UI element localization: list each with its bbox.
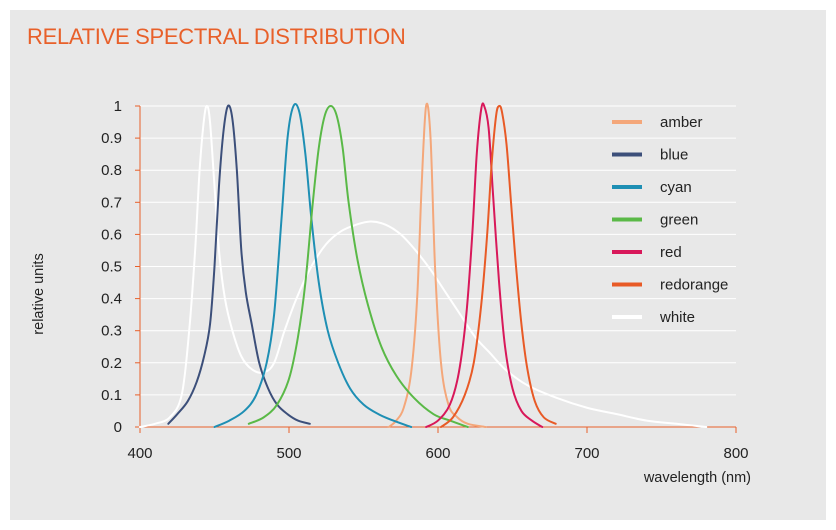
series-line-blue <box>167 104 311 425</box>
y-tick-label: 0.9 <box>101 130 122 147</box>
legend-item-white: white <box>612 309 695 326</box>
y-tick-label: 0.7 <box>101 194 122 211</box>
x-tick-label: 500 <box>276 445 301 462</box>
legend-label: cyan <box>660 179 692 196</box>
legend-label: red <box>660 244 682 261</box>
series-line-redorange <box>439 104 557 428</box>
gridlines <box>140 105 736 396</box>
y-axis-label: relative units <box>31 253 47 334</box>
legend-item-amber: amber <box>612 114 703 131</box>
legend-label: blue <box>660 147 688 164</box>
legend-label: amber <box>660 114 703 131</box>
legend-label: green <box>660 212 698 229</box>
legend-item-redorange: redorange <box>612 277 728 294</box>
legend-item-cyan: cyan <box>612 179 692 196</box>
y-tick-label: 0.4 <box>101 291 122 308</box>
x-tick-label: 600 <box>425 445 450 462</box>
series-line-green <box>247 105 469 428</box>
y-tick-label: 0 <box>114 419 122 436</box>
legend-label: redorange <box>660 277 728 294</box>
legend-item-green: green <box>612 212 698 229</box>
legend-item-blue: blue <box>612 147 688 164</box>
legend: amber blue cyan green red redorange white <box>612 114 728 326</box>
axes: 0 0.1 0.2 0.3 0.4 0.5 0.6 0.7 0.8 0.9 1 400 500 600 70… <box>101 98 748 462</box>
x-tick-label: 400 <box>127 445 152 462</box>
y-tick-label: 1 <box>114 98 122 115</box>
y-tick-label: 0.3 <box>101 323 122 340</box>
x-axis-label: wavelength (nm) <box>643 470 751 486</box>
chart-title: RELATIVE SPECTRAL DISTRIBUTION <box>27 24 406 49</box>
legend-item-red: red <box>612 244 682 261</box>
x-tick-label: 800 <box>723 445 748 462</box>
y-tick-label: 0.1 <box>101 387 122 404</box>
y-tick-label: 0.2 <box>101 355 122 372</box>
y-tick-label: 0.8 <box>101 162 122 179</box>
legend-label: white <box>659 309 695 326</box>
series-lines <box>139 102 708 428</box>
series-line-red <box>425 102 544 428</box>
x-tick-label: 700 <box>574 445 599 462</box>
y-tick-label: 0.6 <box>101 226 122 243</box>
series-line-cyan <box>213 103 413 428</box>
y-tick-label: 0.5 <box>101 259 122 276</box>
